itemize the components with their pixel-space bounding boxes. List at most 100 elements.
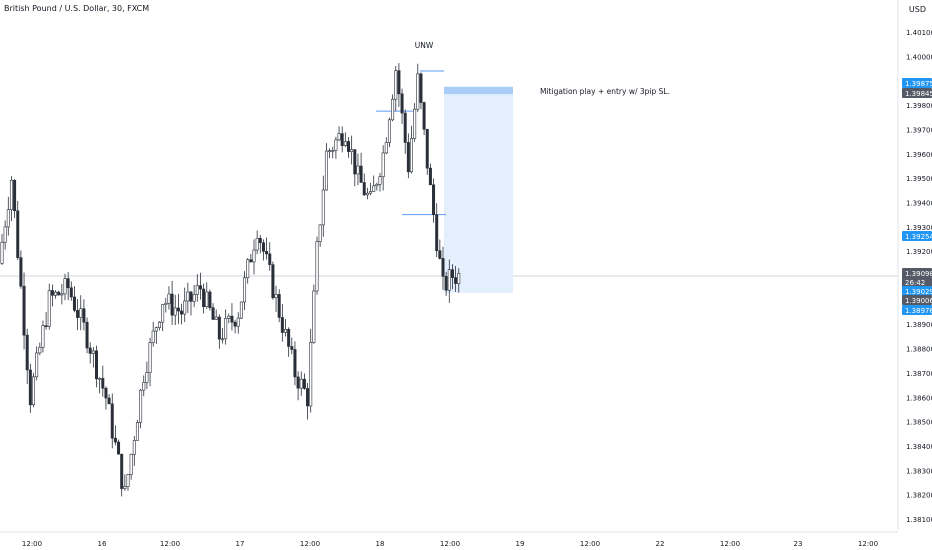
- candle-body: [50, 290, 54, 296]
- level-lines[interactable]: [376, 70, 446, 216]
- candle-body: [173, 307, 177, 316]
- candle-body: [126, 474, 130, 487]
- candle-body: [425, 128, 429, 169]
- price-tag: [902, 88, 932, 98]
- candle-body: [375, 184, 379, 187]
- candle-body: [158, 321, 162, 328]
- candle-body: [72, 296, 76, 311]
- price-tag: [902, 268, 932, 278]
- candle-body: [9, 179, 13, 210]
- candle-body: [202, 288, 206, 308]
- candle-body: [419, 73, 423, 103]
- candle-body: [211, 307, 215, 320]
- candle-body: [346, 141, 350, 152]
- candle-body: [110, 403, 114, 439]
- candle-body: [293, 349, 297, 378]
- candle-body: [0, 241, 4, 264]
- candle-body: [123, 486, 127, 489]
- candle-body: [47, 290, 51, 327]
- candle-body: [3, 226, 7, 243]
- price-tag-label: 26:42: [905, 279, 925, 287]
- y-tick-label: 1.38900: [906, 321, 932, 329]
- candle-body: [230, 315, 234, 323]
- candle-body: [120, 453, 124, 489]
- price-tag-label: 1.39029: [905, 288, 932, 296]
- annotation-label: UNW: [415, 41, 434, 50]
- candle-body: [117, 441, 121, 455]
- candle-body: [315, 241, 319, 292]
- candle-body: [221, 338, 225, 341]
- candle-body: [22, 285, 26, 336]
- currency-label[interactable]: USD: [908, 5, 926, 14]
- candle-body: [44, 325, 48, 327]
- candle-body: [186, 291, 190, 302]
- position-zone-stop: [444, 86, 513, 95]
- candle-body: [63, 278, 67, 295]
- price-tag-label: 1.39006: [905, 297, 932, 305]
- candle-body: [337, 133, 341, 141]
- candle-body: [413, 108, 417, 139]
- price-axis[interactable]: 1.40100 1.40000 1.39800 1.39700 1.39600 1.395…: [897, 0, 932, 530]
- candle-body: [394, 70, 398, 100]
- y-tick-label: 1.38600: [906, 394, 932, 402]
- candle-body: [98, 378, 102, 380]
- candle-body: [255, 237, 259, 251]
- x-tick-label: 22: [656, 540, 665, 548]
- candle-body: [406, 142, 410, 173]
- candle-body: [454, 277, 458, 284]
- price-tag: [902, 286, 932, 296]
- candle-body: [340, 133, 344, 146]
- candle-body: [372, 185, 376, 192]
- candle-body: [447, 269, 451, 291]
- candle-body: [198, 285, 202, 290]
- candle-body: [76, 310, 80, 318]
- price-tag-label: 1.39098: [905, 270, 932, 278]
- y-tick-label: 1.38500: [906, 419, 932, 427]
- candle-body: [19, 257, 23, 287]
- candle-body: [88, 347, 92, 354]
- candle-body: [450, 269, 454, 278]
- candle-body: [435, 214, 439, 252]
- candle-body: [236, 317, 240, 327]
- candle-body: [139, 389, 143, 423]
- x-tick-label: 17: [236, 540, 245, 548]
- candle-body: [164, 303, 168, 305]
- candle-body: [381, 152, 385, 178]
- candle-body: [274, 294, 278, 299]
- x-tick-label: 12:00: [580, 540, 600, 548]
- position-zone[interactable]: [444, 86, 513, 293]
- candle-body: [217, 316, 221, 340]
- candle-body: [296, 376, 300, 389]
- candle-body: [176, 307, 180, 312]
- annotations[interactable]: UNW Mitigation play + entry w/ 3pip SL.: [415, 41, 670, 96]
- candle-body: [444, 276, 448, 291]
- candle-body: [189, 291, 193, 302]
- y-tick-label: 1.39500: [906, 175, 932, 183]
- candle-body: [271, 264, 275, 299]
- price-tag: [902, 305, 932, 315]
- y-tick-label: 1.39600: [906, 151, 932, 159]
- candle-body: [151, 330, 155, 344]
- candle-body: [441, 258, 445, 277]
- candle-body: [331, 149, 335, 152]
- candle-body: [252, 249, 256, 263]
- candle-body: [403, 112, 407, 143]
- y-tick-label: 1.39400: [906, 199, 932, 207]
- candle-body: [13, 179, 17, 212]
- time-axis[interactable]: 12:00 16 12:00 17 12:00 18 12:00 19 12:00 22 12:00…: [0, 531, 898, 548]
- candle-body: [280, 317, 284, 333]
- annotation-label: Mitigation play + entry w/ 3pip SL.: [540, 87, 670, 96]
- candle-body: [239, 301, 243, 319]
- candle-body: [428, 167, 432, 186]
- candle-body: [312, 290, 316, 343]
- candle-body: [457, 273, 461, 284]
- candle-body: [343, 141, 347, 146]
- x-tick-label: 18: [376, 540, 385, 548]
- symbol-title[interactable]: British Pound / U.S. Dollar, 30, FXCM: [4, 4, 150, 13]
- candle-body: [299, 378, 303, 389]
- candle-body: [243, 277, 247, 303]
- price-tag-label: 1.39254: [905, 233, 932, 241]
- candle-body: [384, 142, 388, 154]
- candle-body: [369, 191, 373, 194]
